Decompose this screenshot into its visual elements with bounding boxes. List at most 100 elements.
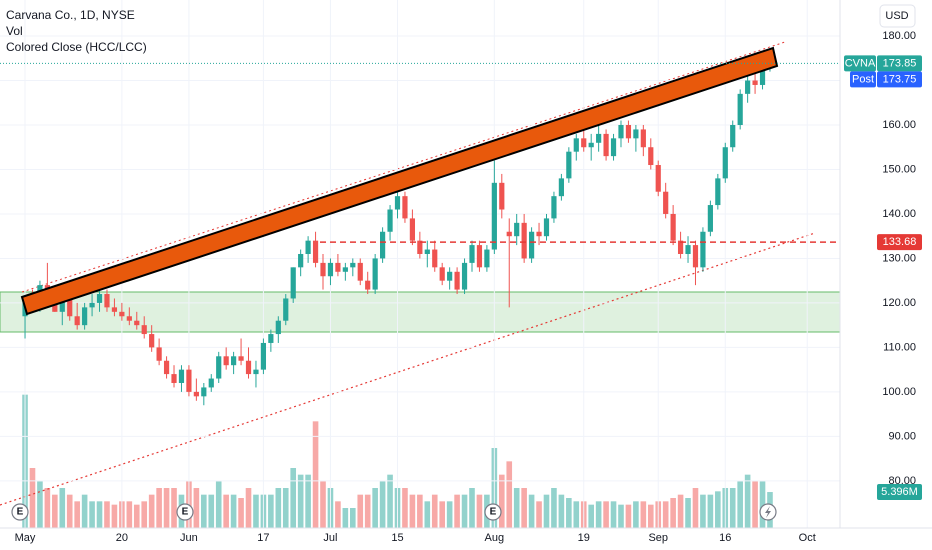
candle-body	[111, 307, 118, 312]
last-price-label: 173.85	[883, 57, 917, 69]
candle-body	[245, 360, 252, 375]
event-icon	[11, 503, 29, 521]
candle-body	[119, 311, 125, 317]
volume-bar	[238, 498, 244, 528]
volume-bar	[305, 474, 311, 528]
candle-body	[156, 347, 162, 361]
volume-bar	[357, 494, 364, 528]
candle-body	[380, 231, 386, 259]
volume-bar	[677, 494, 684, 528]
volume-bar	[29, 468, 36, 528]
volume-bar	[275, 488, 282, 528]
y-tick-label: 140.00	[882, 208, 916, 220]
candle-body	[454, 271, 460, 290]
candle-body	[231, 356, 237, 366]
event-icon	[484, 503, 502, 521]
volume-bar	[618, 504, 624, 528]
volume-bar	[498, 474, 505, 528]
level-label: 133.68	[883, 236, 917, 248]
currency-button[interactable]	[879, 4, 916, 28]
x-tick-label: 20	[116, 532, 128, 544]
candle-body	[528, 231, 535, 259]
volume-bar	[52, 494, 58, 528]
candle-body	[89, 302, 95, 308]
volume-bar	[193, 488, 200, 528]
volume-bar	[126, 501, 133, 528]
volume-bar	[208, 494, 215, 528]
volume-bar	[163, 488, 170, 528]
x-tick-label: 19	[578, 532, 590, 544]
currency[interactable]: USD	[885, 10, 908, 22]
volume-bar	[282, 488, 289, 528]
volume-bar	[230, 494, 237, 528]
volume-bar	[603, 501, 609, 528]
event-label: E	[490, 507, 497, 518]
candle-body	[290, 267, 296, 299]
candle-body	[365, 280, 371, 290]
candle-body	[655, 165, 661, 192]
volume-bar	[104, 501, 110, 528]
volume-bar	[439, 501, 445, 528]
candle-body	[268, 334, 274, 343]
x-tick-label: 16	[719, 532, 731, 544]
volume-bar	[74, 501, 80, 528]
volume-bar	[446, 501, 453, 528]
candle-body	[663, 191, 669, 214]
candle-body	[59, 298, 65, 312]
candle-body	[707, 205, 713, 232]
x-tick-label: Jul	[323, 532, 337, 544]
candle-body	[700, 231, 706, 268]
volume-bar	[350, 508, 356, 528]
post-box	[850, 71, 876, 88]
candle-body	[67, 298, 73, 317]
candle-body	[759, 67, 766, 85]
candle-body	[342, 267, 348, 272]
x-tick-label: Aug	[485, 532, 505, 544]
channel-guide	[21, 41, 786, 293]
volume-bar	[461, 494, 468, 528]
candle-body	[409, 218, 416, 241]
last-price-box	[877, 55, 922, 72]
volume-box	[877, 484, 922, 501]
volume-bar	[133, 504, 140, 528]
volume-bar	[610, 501, 617, 528]
channel-band	[20, 46, 779, 316]
candle-body	[74, 316, 80, 326]
x-tick-label: Oct	[799, 532, 816, 544]
candle-body	[350, 262, 356, 268]
support-zone	[0, 291, 841, 333]
x-tick-label: Sep	[648, 532, 668, 544]
candle-body	[432, 249, 438, 268]
candle-body	[625, 124, 632, 139]
volume-bar	[536, 501, 542, 528]
volume-bar	[148, 494, 155, 528]
y-tick-label: 150.00	[882, 163, 916, 175]
volume-bar	[171, 488, 177, 528]
candle-body	[692, 245, 699, 268]
volume-bar	[297, 474, 304, 528]
volume-bar	[558, 494, 565, 528]
event-label: E	[182, 507, 189, 518]
symbol-label: CVNA	[845, 57, 876, 69]
candle-body	[104, 294, 110, 308]
candle-body	[387, 209, 393, 232]
volume-bar	[476, 494, 483, 528]
volume-bar	[312, 421, 319, 528]
x-tick-label: 15	[391, 532, 403, 544]
candle-body	[417, 240, 423, 254]
candle-body	[469, 245, 475, 263]
post-price-label: 173.75	[883, 73, 917, 85]
volume-bar	[215, 481, 222, 528]
volume-bar	[744, 474, 751, 528]
volume-bar	[66, 494, 73, 528]
candle-body	[581, 138, 587, 148]
volume-bar	[759, 481, 766, 528]
candle-body	[670, 213, 676, 241]
volume-bar	[290, 468, 297, 528]
candle-body	[275, 320, 281, 335]
volume-bar	[402, 488, 408, 528]
volume-bar	[364, 494, 371, 528]
volume-bar	[729, 488, 736, 528]
volume-bar	[595, 501, 602, 528]
